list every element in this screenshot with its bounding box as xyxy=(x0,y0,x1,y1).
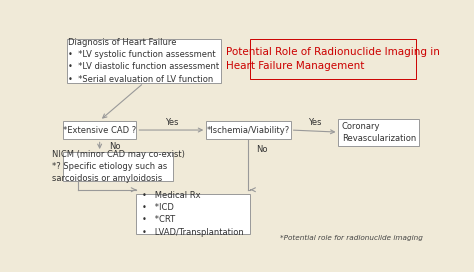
Text: *Ischemia/Viability?: *Ischemia/Viability? xyxy=(207,126,290,135)
Text: Coronary
Revascularization: Coronary Revascularization xyxy=(342,122,416,143)
Text: *Extensive CAD ?: *Extensive CAD ? xyxy=(63,126,137,135)
Text: *Potential role for radionuclide imaging: *Potential role for radionuclide imaging xyxy=(280,235,423,241)
Text: No: No xyxy=(109,142,120,151)
FancyBboxPatch shape xyxy=(206,120,291,140)
Text: Diagnosis of Heart Failure
•  *LV systolic function assessment
•  *LV diastolic : Diagnosis of Heart Failure • *LV systoli… xyxy=(68,38,219,84)
Text: Yes: Yes xyxy=(308,118,321,127)
Text: •   Medical Rx
•   *ICD
•   *CRT
•   LVAD/Transplantation: • Medical Rx • *ICD • *CRT • LVAD/Transp… xyxy=(143,191,244,237)
FancyBboxPatch shape xyxy=(137,194,250,234)
Text: Potential Role of Radionuclide Imaging in
Heart Failure Management: Potential Role of Radionuclide Imaging i… xyxy=(226,47,440,71)
FancyBboxPatch shape xyxy=(66,39,221,83)
FancyBboxPatch shape xyxy=(63,152,173,181)
Text: Yes: Yes xyxy=(164,118,178,127)
FancyBboxPatch shape xyxy=(250,39,416,79)
FancyBboxPatch shape xyxy=(63,120,137,140)
FancyBboxPatch shape xyxy=(338,119,419,146)
Text: NICM (minor CAD may co-exist)
*? Specific etiology such as
sarcoidosis or amyloi: NICM (minor CAD may co-exist) *? Specifi… xyxy=(52,150,184,183)
Text: No: No xyxy=(256,145,267,154)
